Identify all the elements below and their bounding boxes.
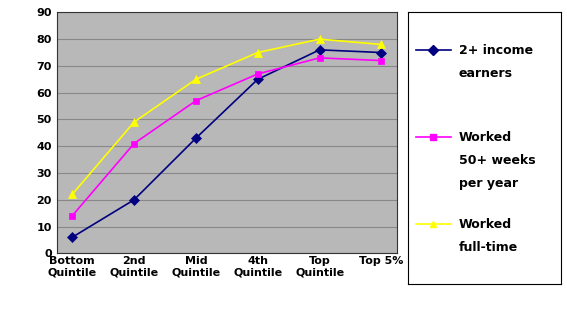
Text: earners: earners xyxy=(459,67,513,80)
Text: full-time: full-time xyxy=(459,241,518,254)
Text: 50+ weeks: 50+ weeks xyxy=(459,154,535,167)
Text: per year: per year xyxy=(459,177,518,190)
Text: 2+ income: 2+ income xyxy=(459,44,533,57)
Text: Worked: Worked xyxy=(459,131,512,144)
Text: Worked: Worked xyxy=(459,218,512,231)
